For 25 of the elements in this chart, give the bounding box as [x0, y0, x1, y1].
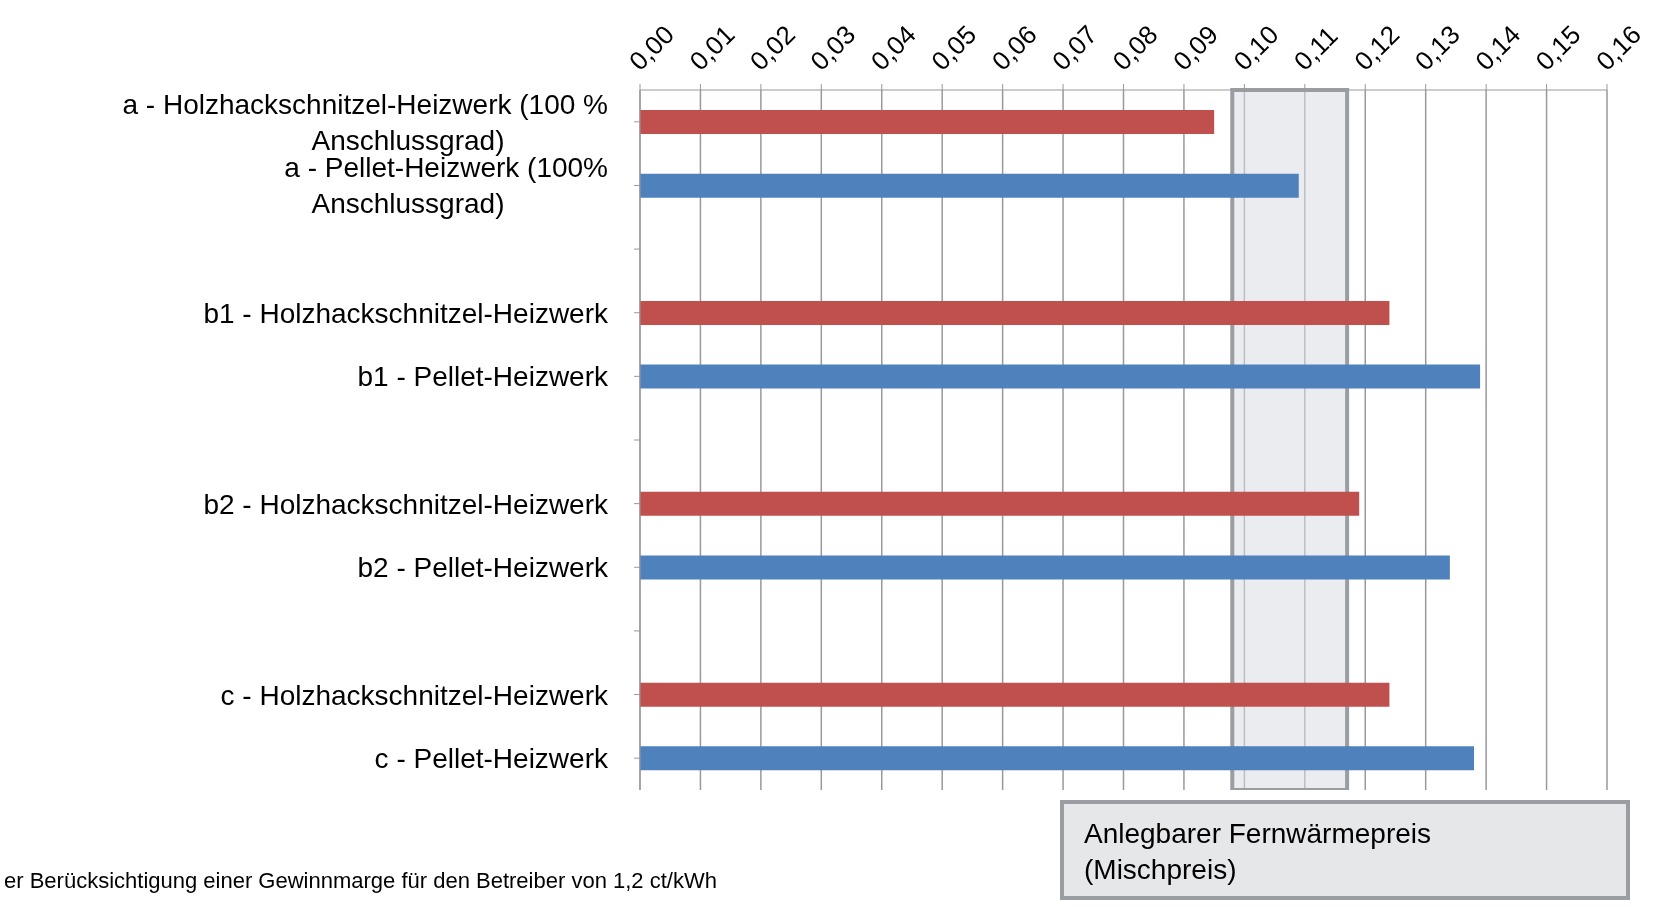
- y-tick-label: b2 - Pellet-Heizwerk: [357, 552, 609, 584]
- x-tick-label: 0,16: [1590, 19, 1648, 77]
- x-tick-label: 0,00: [623, 19, 681, 77]
- x-tick-label: 0,13: [1408, 19, 1466, 77]
- x-tick-label: 0,03: [804, 19, 862, 77]
- x-tick-label: 0,06: [985, 19, 1043, 77]
- x-tick-label: 0,14: [1469, 19, 1527, 77]
- x-tick-label: 0,08: [1106, 19, 1164, 77]
- band-label: Anlegbarer Fernwärmepreis (Mischpreis): [1084, 817, 1433, 887]
- y-tick-label: b1 - Holzhackschnitzel-Heizwerk: [203, 297, 609, 329]
- x-tick-label: 0,10: [1227, 19, 1285, 77]
- x-tick-label: 0,12: [1348, 19, 1406, 77]
- x-tick-label: 0,01: [683, 19, 741, 77]
- x-tick-label: 0,11: [1287, 20, 1344, 77]
- x-tick-label: 0,09: [1166, 19, 1224, 77]
- x-tick-label: 0,02: [743, 19, 801, 77]
- x-tick-label: 0,05: [925, 19, 983, 77]
- x-tick-label: 0,15: [1529, 19, 1587, 77]
- text: er Berücksichtigung einer Gewinnmarge für den Betreiber von 1,2 ct/kWh: [4, 868, 717, 894]
- x-tick-label: 0,04: [864, 19, 922, 77]
- y-tick-label: a - Holzhackschnitzel-Heizwerk (100 % Anschlussgrad): [122, 88, 608, 156]
- y-tick-label: b1 - Pellet-Heizwerk: [357, 361, 609, 393]
- y-tick-label: c - Pellet-Heizwerk: [374, 743, 609, 775]
- y-tick-label: c - Holzhackschnitzel-Heizwerk: [220, 679, 609, 711]
- y-tick-label: b2 - Holzhackschnitzel-Heizwerk: [203, 488, 609, 520]
